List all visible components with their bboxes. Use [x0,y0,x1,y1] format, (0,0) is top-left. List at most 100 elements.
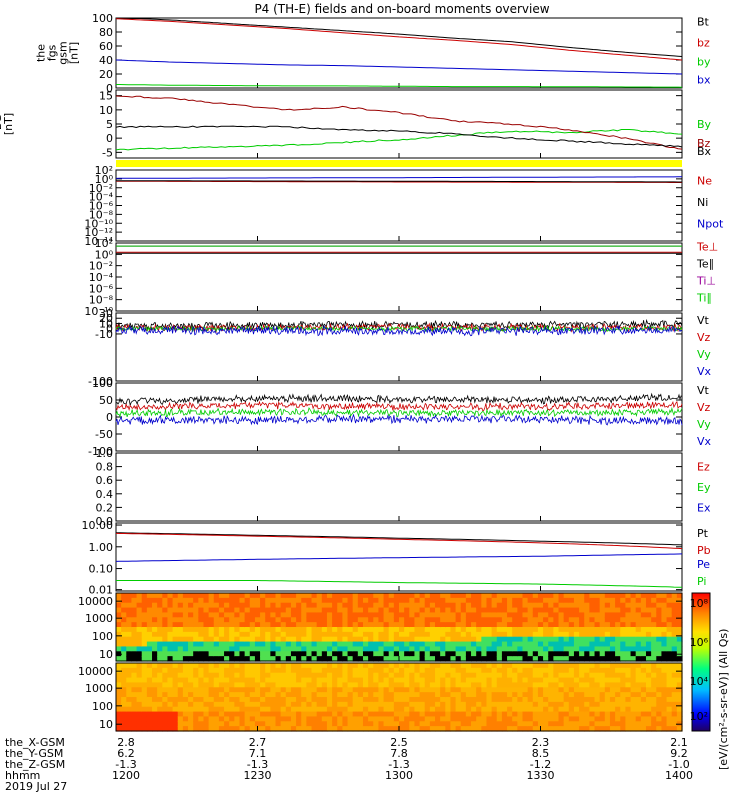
heatmap-cell [198,651,205,657]
heatmap-cell [512,627,518,633]
heatmap-cell [579,663,585,669]
heatmap-cell [620,692,626,698]
heatmap-cell [409,672,416,679]
heatmap-cell [378,697,385,703]
heatmap-cell [136,602,143,609]
panel-peem_velocity: 100500-50-100thepeemvelocitygsm[km/s]VtV… [88,377,711,458]
heatmap-cell [383,721,390,727]
heatmap-cell [177,687,184,693]
heatmap-cell [337,687,343,693]
heatmap-cell [136,636,143,643]
heatmap-cell [378,651,385,657]
heatmap-cell [645,651,652,657]
heatmap-cell [141,726,148,732]
heatmap-cell [362,602,369,609]
heatmap-cell [373,687,380,693]
heatmap-cell [656,641,663,648]
heatmap-cell [152,692,158,698]
heatmap-cell [651,697,657,703]
heatmap-cell [198,687,205,693]
heatmap-cell [218,677,225,684]
heatmap-cell [563,636,570,643]
heatmap-cell [152,636,158,643]
heatmap-cell [640,726,647,732]
heatmap-cell [152,656,158,662]
heatmap-cell [275,636,282,643]
heatmap-cell [224,682,230,688]
x-tick-label: 8.5 [532,747,550,760]
heatmap-cell [193,677,199,684]
y-tick-label: 1000 [85,612,113,625]
heatmap-cell [203,692,210,698]
heatmap-cell [615,716,621,722]
heatmap-cell [471,612,477,618]
heatmap-cell [537,593,544,599]
heatmap-cell [208,622,215,628]
heatmap-cell [131,602,138,609]
legend-Vt: Vt [697,384,710,397]
heatmap-cell [517,641,524,648]
heatmap-cell [579,667,585,674]
heatmap-cell [146,697,153,703]
heatmap-cell [177,631,184,638]
heatmap-cell [296,627,302,633]
heatmap-cell [671,607,678,614]
heatmap-cell [507,701,513,708]
heatmap-cell [476,711,482,718]
heatmap-cell [419,607,426,614]
heatmap-cell [249,631,256,638]
heatmap-cell [609,726,616,732]
heatmap-cell [296,636,302,643]
heatmap-cell [131,641,138,648]
heatmap-cell [280,617,287,623]
heatmap-cell [553,612,560,618]
heatmap-cell [332,697,338,703]
heatmap-cell [167,627,174,633]
heatmap-cell [316,607,323,614]
heatmap-cell [234,656,241,662]
heatmap-cell [121,636,127,643]
heatmap-cell [476,692,482,698]
heatmap-cell [486,607,493,614]
heatmap-cell [481,697,488,703]
heatmap-cell [599,706,606,713]
heatmap-cell [486,706,493,713]
heatmap-cell [275,663,282,669]
heatmap-cell [471,697,477,703]
heatmap-cell [239,622,246,628]
y-tick-label: 10² [95,164,113,177]
heatmap-cell [126,631,133,638]
heatmap-cell [352,617,359,623]
heatmap-cell [193,667,199,674]
heatmap-cell [193,672,199,679]
heatmap-cell [532,706,539,713]
heatmap-cell [234,716,241,722]
heatmap-cell [136,627,143,633]
heatmap-cell [404,631,410,638]
heatmap-cell [651,627,657,633]
heatmap-cell [676,636,683,643]
heatmap-cell [548,646,554,652]
heatmap-cell [573,663,580,669]
heatmap-cell [213,697,220,703]
heatmap-cell [548,622,554,628]
heatmap-cell [136,651,143,657]
heatmap-cell [172,692,179,698]
heatmap-cell [193,716,199,722]
heatmap-cell [558,636,565,643]
heatmap-cell [234,617,241,623]
series-peem_velocity-Vt [115,392,683,407]
heatmap-cell [563,651,570,657]
heatmap-cell [455,641,462,648]
heatmap-cell [229,701,235,708]
heatmap-cell [229,602,235,609]
heatmap-cell [326,607,333,614]
heatmap-cell [409,651,416,657]
heatmap-cell [162,682,169,688]
heatmap-cell [527,651,534,657]
heatmap-cell [357,636,364,643]
heatmap-cell [316,711,323,718]
heatmap-cell [337,721,343,727]
heatmap-cell [476,716,482,722]
heatmap-cell [604,636,611,643]
